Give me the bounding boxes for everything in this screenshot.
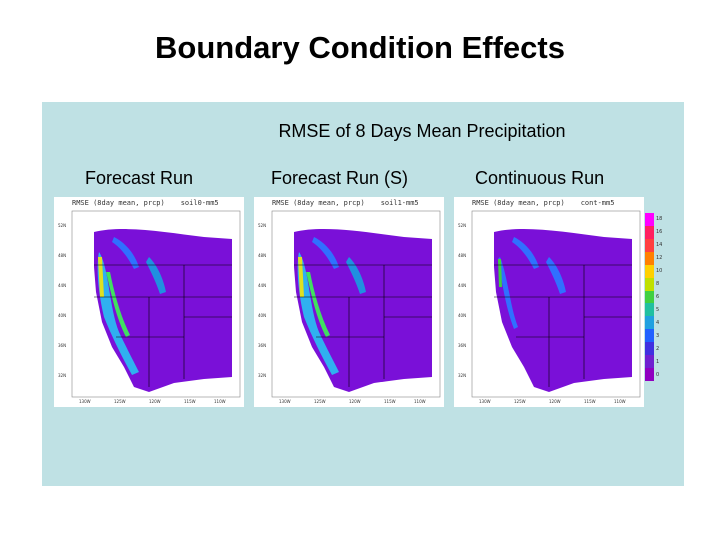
svg-text:110W: 110W — [214, 399, 226, 404]
colorbar-tick-label: 5 — [656, 306, 660, 313]
panel-subtitle: RMSE of 8 Days Mean Precipitation — [278, 121, 566, 141]
map-label-continuous-run: Continuous Run — [475, 168, 605, 188]
svg-text:125W: 125W — [314, 399, 326, 404]
map-header-right: soil1-mm5 — [380, 199, 419, 207]
svg-text:130W: 130W — [279, 399, 291, 404]
svg-text:110W: 110W — [414, 399, 426, 404]
colorbar-swatch — [645, 342, 654, 356]
svg-text:32N: 32N — [458, 373, 466, 378]
svg-text:125W: 125W — [514, 399, 526, 404]
svg-text:115W: 115W — [584, 399, 596, 404]
map-header: RMSE (8day mean, prcp) soil1-mm5 — [272, 199, 419, 207]
svg-text:120W: 120W — [349, 399, 361, 404]
svg-text:36N: 36N — [458, 343, 466, 348]
colorbar-swatch — [645, 316, 654, 330]
content-panel: RMSE of 8 Days Mean Precipitation Foreca… — [42, 102, 684, 486]
svg-text:44N: 44N — [258, 283, 266, 288]
map-header-left: RMSE (8day mean, prcp) — [272, 199, 365, 207]
colorbar-tick-label: 2 — [656, 345, 660, 352]
svg-text:32N: 32N — [258, 373, 266, 378]
rmse-map-forecast-run: RMSE (8day mean, prcp) soil0-mm5 52N 48N 44… — [54, 197, 244, 407]
svg-text:115W: 115W — [384, 399, 396, 404]
colorbar-tick-label: 0 — [656, 371, 660, 378]
svg-text:125W: 125W — [114, 399, 126, 404]
colorbar-swatch — [645, 264, 654, 278]
svg-text:40N: 40N — [58, 313, 66, 318]
map-header-left: RMSE (8day mean, prcp) — [72, 199, 165, 207]
map-header: RMSE (8day mean, prcp) cont-mm5 — [472, 199, 614, 207]
svg-text:52N: 52N — [458, 223, 466, 228]
colorbar-swatch — [645, 355, 654, 369]
svg-text:36N: 36N — [58, 343, 66, 348]
colorbar-tick-label: 6 — [656, 294, 660, 300]
map-header-right: cont-mm5 — [580, 199, 615, 207]
colorbar-swatch — [645, 329, 654, 343]
map-label-forecast-run: Forecast Run — [85, 168, 194, 188]
precip-map-graphic: 52N 48N 44N 40N 36N 32N 130W 125W 120W 115W 110… — [458, 210, 641, 404]
colorbar-tick-label: 18 — [656, 216, 663, 223]
map-label-forecast-run-s: Forecast Run (S) — [271, 168, 409, 188]
colorbar — [645, 213, 654, 381]
slide-title: Boundary Condition Effects — [155, 30, 565, 65]
colorbar-swatch — [645, 277, 654, 291]
colorbar-swatch — [645, 238, 654, 252]
svg-text:130W: 130W — [79, 399, 91, 404]
svg-text:48N: 48N — [58, 253, 66, 258]
colorbar-tick-label: 10 — [656, 268, 663, 275]
colorbar-swatch — [645, 225, 654, 239]
colorbar-swatch — [645, 290, 654, 304]
svg-text:40N: 40N — [258, 313, 266, 318]
svg-text:115W: 115W — [184, 399, 196, 404]
rmse-map-continuous-run: RMSE (8day mean, prcp) cont-mm5 52N 48N 44N… — [454, 197, 644, 407]
svg-text:120W: 120W — [549, 399, 561, 404]
colorbar-tick-label: 14 — [656, 242, 663, 249]
colorbar-swatch — [645, 303, 654, 317]
svg-text:44N: 44N — [58, 283, 66, 288]
colorbar-tick-label: 1 — [656, 358, 660, 365]
svg-text:48N: 48N — [458, 253, 466, 258]
colorbar-swatch — [645, 213, 654, 226]
colorbar-swatch — [645, 368, 654, 381]
colorbar-tick-label: 12 — [656, 255, 663, 262]
colorbar-tick-label: 3 — [656, 332, 660, 339]
svg-text:44N: 44N — [458, 283, 466, 288]
svg-text:36N: 36N — [258, 343, 266, 348]
svg-text:32N: 32N — [58, 373, 66, 378]
precip-map-graphic: 52N 48N 44N 40N 36N 32N 130W 125W 120W 115W 110… — [258, 210, 441, 404]
map-header-left: RMSE (8day mean, prcp) — [472, 199, 565, 207]
svg-text:110W: 110W — [614, 399, 626, 404]
colorbar-tick-label: 8 — [656, 281, 660, 288]
colorbar-swatch — [645, 251, 654, 265]
colorbar-tick-label: 4 — [656, 319, 660, 326]
colorbar-tick-label: 16 — [656, 229, 663, 236]
svg-text:52N: 52N — [258, 223, 266, 228]
map-header-right: soil0-mm5 — [180, 199, 219, 207]
svg-text:130W: 130W — [479, 399, 491, 404]
precip-map-graphic: 52N 48N 44N 40N 36N 32N 130W 125W 120W 115W 110… — [58, 210, 241, 404]
map-header: RMSE (8day mean, prcp) soil0-mm5 — [72, 199, 219, 207]
svg-text:48N: 48N — [258, 253, 266, 258]
svg-text:40N: 40N — [458, 313, 466, 318]
rmse-map-forecast-run-s: RMSE (8day mean, prcp) soil1-mm5 52N 48N 44… — [254, 197, 444, 407]
svg-text:120W: 120W — [149, 399, 161, 404]
svg-text:52N: 52N — [58, 223, 66, 228]
